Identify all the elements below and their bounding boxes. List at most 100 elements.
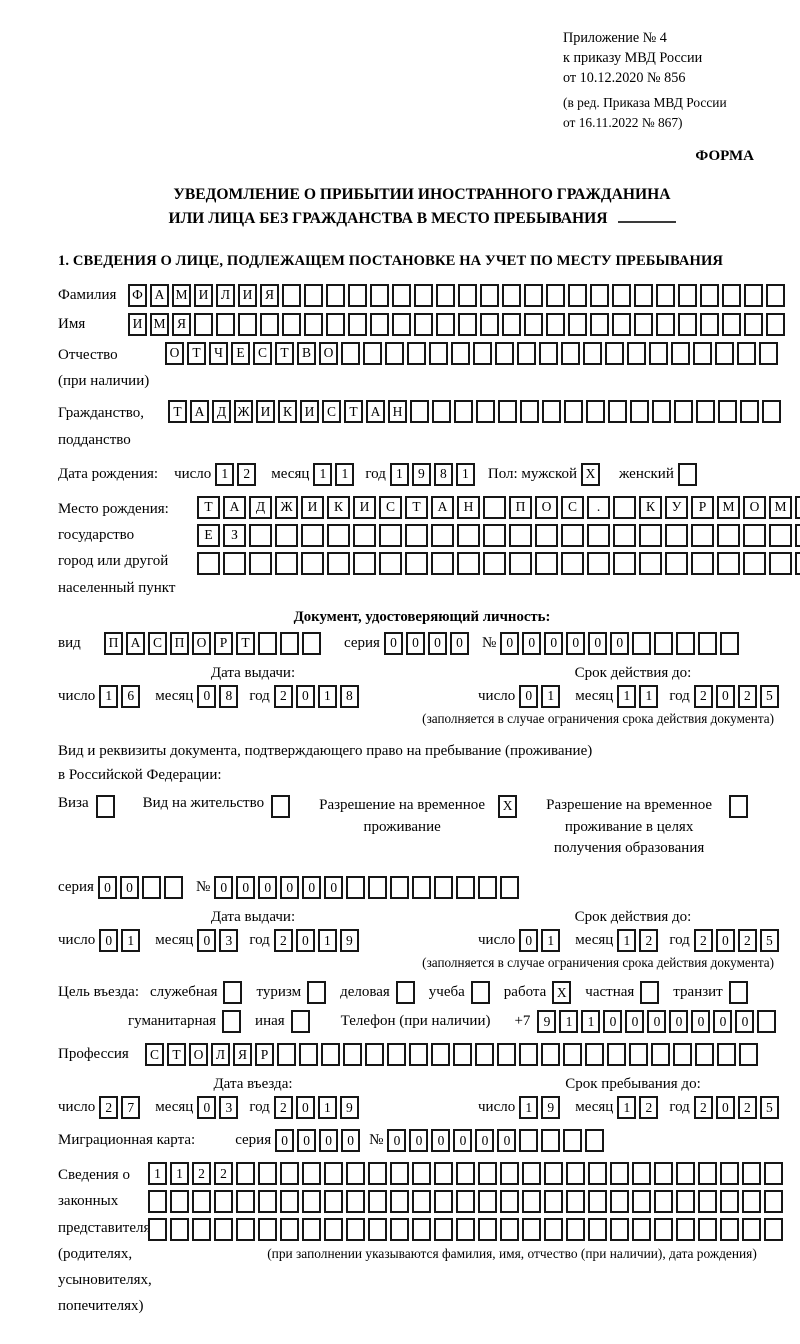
char-box[interactable]: П — [104, 631, 123, 655]
char-box[interactable] — [436, 283, 455, 307]
char-box[interactable]: 2 — [639, 1096, 659, 1120]
char-box[interactable] — [677, 462, 697, 486]
char-box[interactable] — [280, 1190, 299, 1214]
char-box[interactable]: 0 — [409, 1129, 429, 1153]
char-box[interactable]: 2 — [639, 929, 659, 953]
char-box[interactable] — [610, 1218, 629, 1242]
char-box[interactable]: Л — [216, 283, 235, 307]
char-box[interactable]: И — [353, 495, 376, 519]
char-box[interactable]: 0 — [295, 684, 315, 708]
char-box[interactable] — [629, 1043, 648, 1067]
char-box[interactable]: 0 — [566, 631, 586, 655]
checkbox-transit[interactable] — [728, 981, 751, 1005]
char-box[interactable] — [744, 312, 763, 336]
char-box[interactable] — [563, 1043, 582, 1067]
char-box[interactable]: И — [194, 283, 213, 307]
char-box[interactable] — [757, 1010, 777, 1034]
char-box[interactable] — [480, 312, 499, 336]
char-box[interactable] — [607, 1043, 626, 1067]
char-box[interactable] — [432, 400, 451, 424]
char-box[interactable] — [654, 1162, 673, 1186]
char-box[interactable] — [302, 1218, 321, 1242]
char-box[interactable] — [544, 1162, 563, 1186]
char-box[interactable] — [654, 1218, 673, 1242]
char-box[interactable]: 0 — [522, 631, 542, 655]
char-box[interactable]: 2 — [737, 684, 757, 708]
char-box[interactable] — [258, 631, 277, 655]
char-box[interactable]: О — [743, 495, 766, 519]
checkbox-female[interactable] — [677, 462, 700, 486]
char-box[interactable]: 0 — [383, 631, 403, 655]
checkbox-business[interactable] — [395, 981, 418, 1005]
char-box[interactable] — [612, 283, 631, 307]
char-box[interactable]: 0 — [197, 684, 217, 708]
char-box[interactable] — [742, 1162, 761, 1186]
char-box[interactable] — [410, 400, 429, 424]
char-box[interactable] — [608, 400, 627, 424]
char-box[interactable]: 1 — [639, 684, 659, 708]
char-box[interactable] — [739, 1043, 758, 1067]
char-box[interactable]: 1 — [455, 462, 475, 486]
char-box[interactable] — [564, 400, 583, 424]
char-box[interactable] — [148, 1218, 167, 1242]
char-box[interactable]: 1 — [541, 929, 561, 953]
char-box[interactable]: 1 — [215, 462, 235, 486]
char-box[interactable] — [368, 1190, 387, 1214]
char-box[interactable]: 5 — [759, 684, 779, 708]
char-box[interactable] — [728, 981, 748, 1005]
char-box[interactable] — [500, 1218, 519, 1242]
char-box[interactable]: И — [128, 312, 147, 336]
char-box[interactable] — [742, 1218, 761, 1242]
char-box[interactable] — [652, 400, 671, 424]
char-box[interactable]: 0 — [324, 876, 344, 900]
char-box[interactable]: 2 — [693, 929, 713, 953]
char-box[interactable] — [568, 312, 587, 336]
char-box[interactable] — [236, 1218, 255, 1242]
char-box[interactable] — [717, 551, 740, 575]
char-box[interactable] — [720, 1218, 739, 1242]
char-box[interactable] — [700, 312, 719, 336]
representatives-row-3[interactable] — [148, 1218, 786, 1242]
char-box[interactable] — [729, 794, 749, 818]
char-box[interactable]: А — [190, 400, 209, 424]
char-box[interactable] — [346, 1190, 365, 1214]
char-box[interactable] — [546, 312, 565, 336]
char-box[interactable]: Ж — [234, 400, 253, 424]
char-box[interactable] — [476, 400, 495, 424]
char-box[interactable]: 0 — [475, 1129, 495, 1153]
char-box[interactable]: 1 — [617, 684, 637, 708]
char-box[interactable] — [327, 523, 350, 547]
char-box[interactable] — [249, 523, 272, 547]
checkbox-study[interactable] — [470, 981, 493, 1005]
char-box[interactable] — [343, 1043, 362, 1067]
char-box[interactable] — [524, 283, 543, 307]
char-box[interactable]: 1 — [559, 1010, 579, 1034]
char-box[interactable] — [497, 1043, 516, 1067]
char-box[interactable]: 0 — [715, 684, 735, 708]
char-box[interactable]: 0 — [99, 929, 119, 953]
char-box[interactable]: 0 — [588, 631, 608, 655]
char-box[interactable] — [387, 1043, 406, 1067]
char-box[interactable]: И — [238, 283, 257, 307]
char-box[interactable]: 3 — [219, 929, 239, 953]
char-box[interactable] — [769, 523, 792, 547]
char-box[interactable] — [744, 283, 763, 307]
char-box[interactable]: Т — [344, 400, 363, 424]
char-box[interactable] — [586, 400, 605, 424]
char-box[interactable]: 1 — [317, 1096, 337, 1120]
char-box[interactable]: 0 — [197, 929, 217, 953]
char-box[interactable] — [258, 1190, 277, 1214]
char-box[interactable]: 0 — [519, 929, 539, 953]
char-box[interactable] — [522, 1162, 541, 1186]
char-box[interactable] — [412, 1218, 431, 1242]
char-box[interactable] — [390, 1190, 409, 1214]
char-box[interactable] — [346, 876, 366, 900]
